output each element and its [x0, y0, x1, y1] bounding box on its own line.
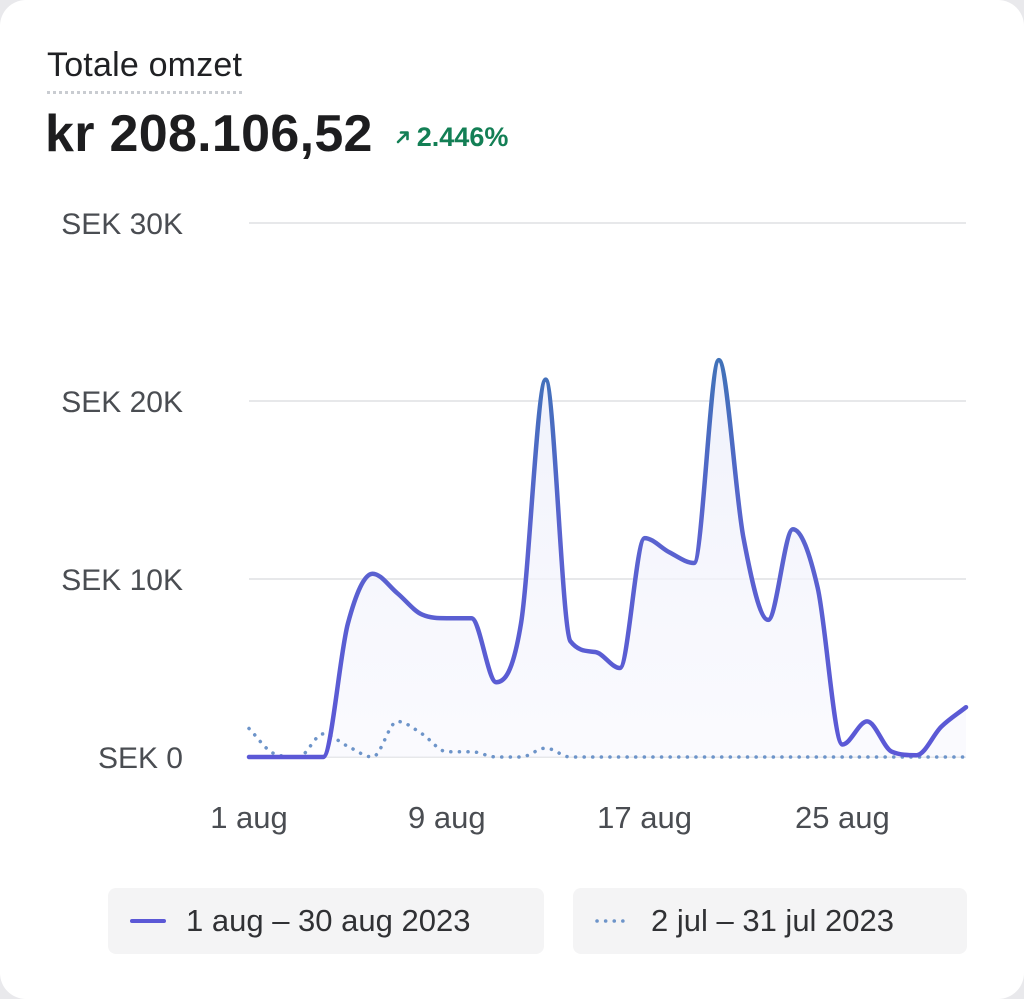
y-tick-label: SEK 0 [98, 742, 183, 775]
current-period-point[interactable] [394, 590, 400, 596]
current-period-point[interactable] [889, 749, 895, 755]
previous-period-point[interactable] [716, 754, 722, 760]
previous-period-point[interactable] [320, 731, 326, 737]
current-period-point[interactable] [246, 754, 252, 760]
y-tick-label: SEK 20K [61, 386, 183, 419]
x-tick-label: 1 aug [210, 800, 288, 835]
previous-period-point[interactable] [444, 749, 450, 755]
current-period-point[interactable] [914, 752, 920, 758]
card-title[interactable]: Totale omzet [47, 46, 243, 94]
current-period-point[interactable] [765, 617, 771, 623]
current-period-point[interactable] [518, 621, 524, 627]
current-period-point[interactable] [666, 549, 672, 555]
previous-period-point[interactable] [617, 754, 623, 760]
previous-period-point[interactable] [543, 745, 549, 751]
current-period-point[interactable] [963, 704, 969, 710]
previous-period-point[interactable] [815, 754, 821, 760]
previous-period-point[interactable] [691, 754, 697, 760]
current-period-point[interactable] [642, 535, 648, 541]
previous-period-point[interactable] [246, 726, 252, 732]
current-period-point[interactable] [419, 612, 425, 618]
previous-period-point[interactable] [765, 754, 771, 760]
series-layer [246, 357, 969, 760]
current-period-point[interactable] [716, 357, 722, 363]
previous-period-point[interactable] [394, 718, 400, 724]
legend-previous-label: 2 jul – 31 jul 2023 [651, 903, 895, 938]
total-value: kr 208.106,52 [45, 105, 373, 163]
current-period-point[interactable] [493, 679, 499, 685]
change-value: 2.446% [416, 121, 509, 152]
previous-period-point[interactable] [518, 754, 524, 760]
revenue-line-chart[interactable]: SEK 0 SEK 10K SEK 20K SEK 30K 1 aug 9 aug 17 … [0, 0, 1024, 870]
previous-period-point[interactable] [370, 754, 376, 760]
x-tick-label: 9 aug [408, 800, 486, 835]
current-period-area [249, 360, 966, 757]
y-axis: SEK 0 SEK 10K SEK 20K SEK 30K [61, 208, 183, 775]
current-period-point[interactable] [444, 615, 450, 621]
current-period-point[interactable] [839, 742, 845, 748]
current-period-point[interactable] [370, 571, 376, 577]
legend-previous-period[interactable]: 2 jul – 31 jul 2023 [573, 888, 967, 954]
y-tick-label: SEK 30K [61, 208, 183, 241]
previous-period-point[interactable] [666, 754, 672, 760]
previous-period-point[interactable] [864, 754, 870, 760]
x-tick-label: 25 aug [795, 800, 890, 835]
current-period-point[interactable] [740, 535, 746, 541]
current-period-point[interactable] [938, 724, 944, 730]
current-period-point[interactable] [345, 621, 351, 627]
current-period-line[interactable] [246, 357, 969, 760]
arrow-up-right-icon [396, 131, 409, 144]
y-tick-label: SEK 10K [61, 564, 183, 597]
current-period-point[interactable] [815, 585, 821, 591]
current-period-point[interactable] [864, 718, 870, 724]
current-period-point[interactable] [691, 560, 697, 566]
previous-period-point[interactable] [938, 754, 944, 760]
previous-period-point[interactable] [790, 754, 796, 760]
previous-period-point[interactable] [963, 754, 969, 760]
legend-current-period[interactable]: 1 aug – 30 aug 2023 [108, 888, 544, 954]
x-axis: 1 aug 9 aug 17 aug 25 aug [210, 800, 890, 835]
area-layer [249, 360, 966, 757]
current-period-point[interactable] [295, 754, 301, 760]
x-tick-label: 17 aug [597, 800, 692, 835]
current-period-point[interactable] [271, 754, 277, 760]
previous-period-point[interactable] [567, 754, 573, 760]
total-row: kr 208.106,52 2.446% [45, 104, 508, 164]
solid-line-swatch-icon [130, 919, 166, 923]
previous-period-point[interactable] [839, 754, 845, 760]
previous-period-point[interactable] [740, 754, 746, 760]
current-period-point[interactable] [592, 649, 598, 655]
previous-period-point[interactable] [889, 754, 895, 760]
previous-period-point[interactable] [642, 754, 648, 760]
current-period-point[interactable] [567, 638, 573, 644]
current-period-point[interactable] [617, 665, 623, 671]
previous-period-point[interactable] [345, 743, 351, 749]
previous-period-point[interactable] [592, 754, 598, 760]
legend-current-label: 1 aug – 30 aug 2023 [186, 903, 471, 938]
current-period-point[interactable] [320, 754, 326, 760]
previous-period-point[interactable] [469, 749, 475, 755]
current-period-point[interactable] [790, 526, 796, 532]
change-badge: 2.446% [395, 121, 509, 153]
previous-period-point[interactable] [493, 754, 499, 760]
previous-period-point[interactable] [419, 731, 425, 737]
current-period-point[interactable] [543, 377, 549, 383]
current-period-point[interactable] [469, 615, 475, 621]
dotted-line-swatch-icon [595, 919, 631, 923]
